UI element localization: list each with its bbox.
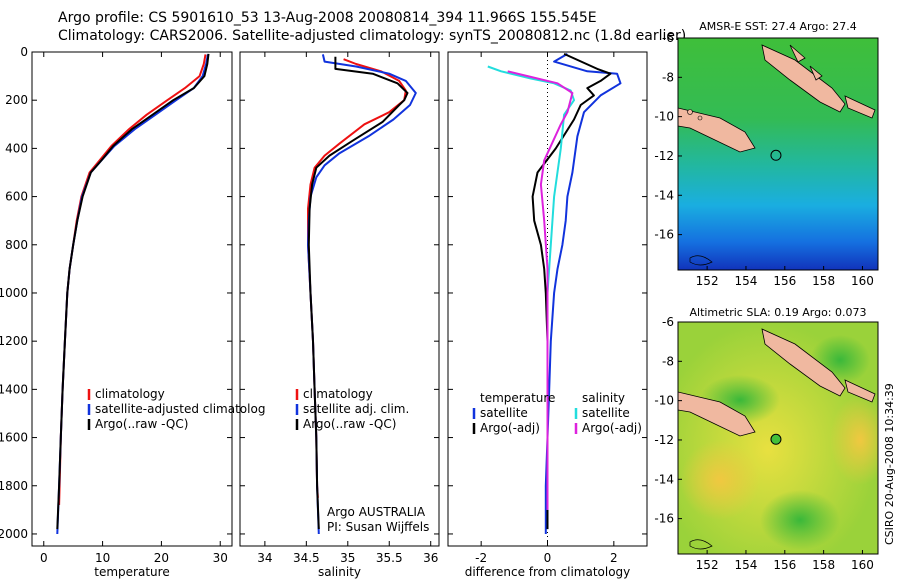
sla_map-ytick-label: -12 — [654, 433, 674, 447]
difference-xtick-label: -2 — [475, 551, 487, 565]
sst_map-xtick-label: 160 — [851, 274, 874, 288]
salinity-legend-label: Argo(..raw -QC) — [303, 417, 396, 431]
sst_map-ytick-label: -8 — [662, 70, 674, 84]
sla_map-ytick-label: -6 — [662, 315, 674, 329]
temperature-ytick-label: 600 — [5, 190, 28, 204]
temperature-series-climatology — [58, 54, 207, 506]
temperature-xlabel: temperature — [94, 565, 169, 579]
temperature-legend-label: satellite-adjusted climatolog — [95, 402, 265, 416]
temperature-ytick-label: 800 — [5, 238, 28, 252]
salinity-xtick-label: 34.5 — [293, 551, 320, 565]
sst_map-ytick-label: -10 — [654, 110, 674, 124]
sla_map-ytick-label: -16 — [654, 512, 674, 526]
difference-xtick-label: 2 — [610, 551, 618, 565]
temperature-legend-label: Argo(..raw -QC) — [95, 417, 188, 431]
sst-map-frame — [677, 37, 879, 271]
difference-series-sal_satellite — [487, 65, 575, 510]
sst-map-land — [678, 44, 876, 266]
header-line-1: Argo profile: CS 5901610_53 13-Aug-2008 … — [58, 10, 597, 26]
salinity-panel: 34 34.5 35 35.5 36 salinity climatologysatelli… — [239, 51, 440, 579]
sst_map-ytick-label: -14 — [654, 188, 674, 202]
sst_map-ytick-label: -6 — [662, 31, 674, 45]
salinity-xlabel: salinity — [318, 565, 361, 579]
sla-map-title: Altimetric SLA: 0.19 Argo: 0.073 — [689, 306, 866, 319]
sst_map-xtick-label: 156 — [773, 274, 796, 288]
difference-legend-label: satellite — [582, 406, 630, 420]
temperature-xtick-label: 10 — [95, 551, 110, 565]
temperature-xtick-label: 20 — [154, 551, 169, 565]
sst_map-xtick-label: 152 — [696, 274, 719, 288]
sla_map-xtick-label: 154 — [735, 558, 758, 572]
salinity-xtick-label: 36 — [423, 551, 438, 565]
temperature-ytick-label: 0 — [20, 45, 28, 59]
difference-xtick-label: 0 — [544, 551, 552, 565]
sst-map: AMSR-E SST: 27.4 Argo: 27.4 152 154 156 158… — [654, 20, 879, 288]
temperature-ytick-label: 200 — [5, 93, 28, 107]
sla-map: Altimetric SLA: 0.19 Argo: 0.073 152 154 1… — [654, 306, 879, 572]
sst_map-xtick-label: 154 — [735, 274, 758, 288]
sst_map-ytick-label: -16 — [654, 228, 674, 242]
difference-legend-label: Argo(-adj) — [480, 421, 540, 435]
salinity-xtick-label: 35.5 — [376, 551, 403, 565]
sla_map-xtick-label: 152 — [696, 558, 719, 572]
pi-label: PI: Susan Wijffels — [327, 520, 429, 534]
salinity-xtick-label: 35 — [340, 551, 355, 565]
temperature-legend-label: climatology — [95, 387, 165, 401]
sst-map-argo-marker — [770, 149, 782, 161]
difference-series-sal_argo — [507, 70, 574, 510]
temperature-ytick-label: 1200 — [0, 334, 28, 348]
temperature-xtick-label: 30 — [213, 551, 228, 565]
salinity-legend-label: satellite adj. clim. — [303, 402, 409, 416]
temperature-panel: 0 10 20 30 0 200 400 600 800 1000 1200 1400 1600 1800… — [0, 45, 265, 579]
difference-xlabel: difference from climatology — [465, 565, 631, 579]
sla_map-xtick-label: 158 — [812, 558, 835, 572]
salinity-legend-label: climatology — [303, 387, 373, 401]
difference-legend-header: temperature — [480, 391, 555, 405]
salinity-series-argo — [307, 56, 409, 530]
temperature-ytick-label: 1800 — [0, 479, 28, 493]
difference-legend-label: satellite — [480, 406, 528, 420]
difference-series-argo — [531, 52, 612, 530]
header-line-2: Climatology: CARS2006. Satellite-adjuste… — [58, 28, 686, 44]
temperature-ytick-label: 2000 — [0, 527, 28, 541]
difference-legend-header: salinity — [582, 391, 625, 405]
sst_map-ytick-label: -12 — [654, 149, 674, 163]
timestamp-label: CSIRO 20-Aug-2008 10:34:39 — [883, 383, 896, 545]
sst_map-xtick-label: 158 — [812, 274, 835, 288]
temperature-xtick-label: 0 — [40, 551, 48, 565]
sla_map-xtick-label: 156 — [773, 558, 796, 572]
sla-map-land — [678, 328, 876, 550]
sla_map-ytick-label: -14 — [654, 472, 674, 486]
salinity-xtick-label: 34 — [257, 551, 272, 565]
temperature-ytick-label: 1600 — [0, 431, 28, 445]
sla-map-argo-marker — [770, 433, 782, 445]
argo-country-label: Argo AUSTRALIA — [327, 505, 426, 519]
sst-map-title: AMSR-E SST: 27.4 Argo: 27.4 — [699, 20, 857, 33]
sla_map-xtick-label: 160 — [851, 558, 874, 572]
sla_map-ytick-label: -10 — [654, 394, 674, 408]
temperature-frame — [31, 51, 233, 547]
temperature-ytick-label: 1400 — [0, 382, 28, 396]
sla_map-ytick-label: -8 — [662, 354, 674, 368]
temperature-ytick-label: 400 — [5, 141, 28, 155]
salinity-frame — [239, 51, 440, 547]
temperature-series-argo — [56, 53, 210, 530]
sst-map-field — [678, 38, 878, 270]
temperature-ytick-label: 1000 — [0, 286, 28, 300]
sla-map-frame — [677, 321, 879, 555]
difference-legend-label: Argo(-adj) — [582, 421, 642, 435]
salinity-series-climatology — [307, 58, 407, 498]
difference-series-satellite_adj — [544, 53, 622, 534]
